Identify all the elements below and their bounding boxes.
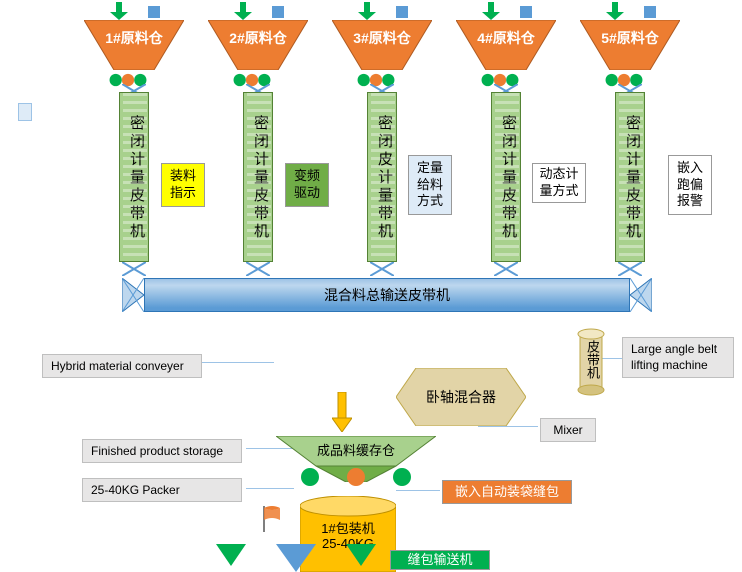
tag-feedmode: 定量 给料 方式 (408, 155, 452, 215)
connector-line (478, 426, 538, 427)
hopper-label: 2#原料仓 (208, 28, 308, 48)
weighing-belt: 密闭计量皮带机 (119, 92, 149, 262)
tag-sewconv: 缝包输送机 (390, 550, 490, 570)
eng-hybrid: Hybrid material conveyer (42, 354, 202, 378)
weighing-belt: 密闭计量皮带机 (243, 92, 273, 262)
main-conveyor: 混合料总输送皮带机 (144, 278, 630, 312)
feed-arrow-icon (606, 2, 624, 20)
page-corner-icon (18, 103, 32, 121)
tag-inverter: 变频 驱动 (285, 163, 329, 207)
vtank-label: 密闭计量皮带机 (498, 101, 519, 255)
tag-alarm: 嵌入 跑偏 报警 (668, 155, 712, 215)
eng-packer: 25-40KG Packer (82, 478, 242, 502)
raw-hopper: 1#原料仓 (84, 20, 184, 70)
small-marker (396, 6, 408, 18)
hopper-label: 1#原料仓 (84, 28, 184, 48)
horizontal-mixer: 卧轴混合器 (396, 368, 526, 426)
feed-arrow-icon (234, 2, 252, 20)
feed-arrow-icon (482, 2, 500, 20)
scroll-belt: 皮带机 (576, 328, 606, 396)
buffer-label: 成品料缓存仓 (276, 440, 436, 459)
hopper-label: 5#原料仓 (580, 28, 680, 48)
raw-hopper: 3#原料仓 (332, 20, 432, 70)
small-marker (272, 6, 284, 18)
x-connector-icon (618, 262, 642, 276)
hopper-label: 3#原料仓 (332, 28, 432, 48)
feed-arrow-icon (358, 2, 376, 20)
eng-mixer: Mixer (540, 418, 596, 442)
weighing-belt: 密闭计量皮带机 (615, 92, 645, 262)
tag-dynmode: 动态计 量方式 (532, 163, 586, 203)
small-marker (148, 6, 160, 18)
raw-hopper: 4#原料仓 (456, 20, 556, 70)
tag-loading: 装料 指示 (161, 163, 205, 207)
raw-hopper: 5#原料仓 (580, 20, 680, 70)
flag-icon (262, 506, 282, 532)
conveyor-end-left (122, 278, 144, 312)
weighing-belt: 密闭计量皮带机 (491, 92, 521, 262)
down-arrow-icon (332, 392, 352, 432)
eng-finished: Finished product storage (82, 439, 242, 463)
small-marker (644, 6, 656, 18)
packer-feet (216, 544, 376, 572)
buffer-circles (296, 466, 416, 488)
x-connector-icon (246, 262, 270, 276)
conveyor-end-right (630, 278, 652, 312)
conveyor-label: 混合料总输送皮带机 (324, 285, 450, 305)
x-connector-icon (494, 262, 518, 276)
vtank-label: 密闭计量皮带机 (622, 101, 643, 255)
connector-line (202, 362, 274, 363)
vtank-label: 密闭皮计量带机 (374, 101, 395, 255)
packer-line1: 1#包装机 (300, 518, 396, 537)
feed-arrow-icon (110, 2, 128, 20)
hopper-label: 4#原料仓 (456, 28, 556, 48)
weighing-belt: 密闭皮计量带机 (367, 92, 397, 262)
connector-line (246, 488, 294, 489)
tag-autopack: 嵌入自动装袋缝包 (442, 480, 572, 504)
x-connector-icon (122, 262, 146, 276)
vtank-label: 密闭计量皮带机 (126, 101, 147, 255)
eng-large: Large angle belt lifting machine (622, 337, 734, 378)
vtank-label: 密闭计量皮带机 (250, 101, 271, 255)
raw-hopper: 2#原料仓 (208, 20, 308, 70)
connector-line (396, 490, 440, 491)
x-connector-icon (370, 262, 394, 276)
small-marker (520, 6, 532, 18)
mixer-label: 卧轴混合器 (426, 387, 496, 407)
